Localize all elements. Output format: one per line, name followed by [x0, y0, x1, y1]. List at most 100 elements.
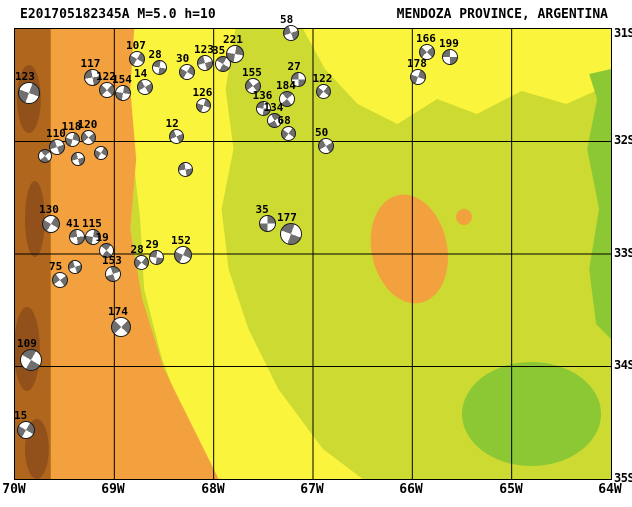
focal-mechanism-ball: 35 [256, 204, 276, 232]
focal-mechanism-ball: 123 [194, 44, 214, 71]
focal-mechanism-label: 136 [252, 88, 273, 102]
focal-mechanism-label: 122 [96, 70, 116, 83]
longitude-label: 64W [598, 482, 622, 497]
focal-mechanism-label: 177 [277, 211, 297, 224]
focal-mechanism-ball: 120 [78, 119, 97, 145]
focal-mechanism-ball: 155 [242, 67, 262, 94]
map-canvas: 123 117 122 154 14 107 28 110 118 120 30 123 35 221 15… [14, 14, 612, 480]
focal-mechanism-label: 130 [39, 203, 59, 216]
terrain-orange-spot [456, 209, 472, 225]
focal-mechanism-ball [177, 161, 193, 177]
focal-mechanism-label: 58 [280, 13, 294, 26]
terrain-green-east-band [587, 69, 611, 339]
focal-mechanism-ball: 130 [39, 204, 60, 233]
focal-mechanism-ball: 166 [416, 33, 436, 60]
focal-mechanism-ball [94, 146, 108, 160]
focal-mechanism-label: 166 [416, 32, 436, 45]
focal-mechanism-label: 19 [95, 230, 109, 244]
longitude-label: 66W [399, 482, 423, 497]
latitude-label: 33S [614, 246, 632, 260]
longitude-label: 65W [499, 482, 523, 497]
focal-mechanism-label: 199 [439, 37, 459, 50]
focal-mechanism-label: 107 [126, 39, 146, 52]
terrain-yellow-north [303, 29, 611, 124]
longitude-label: 69W [101, 482, 125, 497]
focal-mechanism-label: 14 [134, 67, 148, 80]
focal-mechanism-label: 27 [287, 59, 301, 73]
focal-mechanism-ball [68, 260, 82, 274]
focal-mechanism-ball: 122 [313, 73, 332, 99]
focal-mechanism-ball: 75 [49, 261, 68, 288]
focal-mechanism-ball: 35 [212, 45, 231, 72]
focal-mechanism-label: 123 [194, 43, 214, 56]
terrain-orange-blob [370, 194, 448, 304]
focal-mechanism-label: 123 [15, 70, 35, 83]
focal-mechanism-ball: 177 [277, 212, 302, 245]
grid-lines [15, 29, 611, 479]
focal-mechanism-ball: 184 [276, 80, 296, 107]
focal-mechanism-label: 174 [108, 305, 128, 318]
focal-mechanism-label: 153 [102, 254, 122, 267]
terrain-green-blob [462, 362, 602, 466]
focal-mechanism-ball: 28 [149, 49, 167, 75]
longitude-label: 70W [2, 482, 26, 497]
focal-mechanism-label: 50 [315, 126, 329, 139]
focal-mechanism-ball: 126 [193, 87, 212, 113]
focal-mechanism-label: 184 [276, 79, 296, 92]
focal-mechanism-ball: 15 [14, 410, 35, 439]
focal-mechanism-ball: 118 [62, 121, 81, 147]
focal-mechanism-label: 12 [165, 116, 179, 130]
focal-mechanism-label: 178 [407, 57, 427, 70]
focal-mechanism-label: 221 [223, 33, 243, 46]
focal-mechanism-ball: 199 [439, 38, 459, 65]
latitude-label: 34S [614, 358, 632, 372]
focal-mechanism-label: 29 [145, 237, 159, 251]
latitude-label: 35S [614, 471, 632, 485]
focal-mechanism-ball: 50 [315, 127, 334, 154]
event-title: E201705182345A M=5.0 h=10 [20, 6, 216, 22]
focal-mechanism-ball: 30 [176, 53, 195, 80]
focal-mechanism-label: 126 [192, 85, 213, 99]
focal-mechanism-label: 115 [82, 217, 102, 230]
focal-mechanism-ball: 109 [17, 338, 42, 371]
region-title: MENDOZA PROVINCE, ARGENTINA [396, 6, 608, 22]
focal-mechanism-ball: 28 [131, 244, 149, 270]
longitude-label: 68W [201, 482, 225, 497]
terrain-dark-patch [24, 181, 45, 257]
focal-mechanism-label: 134 [263, 100, 284, 114]
focal-mechanism-ball: 41 [66, 218, 85, 245]
latitude-label: 31S [614, 26, 632, 40]
focal-mechanism-ball: 14 [134, 68, 153, 95]
focal-mechanism-ball: 12 [166, 118, 184, 144]
focal-mechanism-ball: 19 [96, 232, 114, 258]
focal-mechanism-ball: 68 [278, 115, 296, 141]
focal-mechanism-ball: 178 [407, 58, 427, 85]
focal-mechanism-ball [38, 149, 52, 163]
focal-mechanism-label: 68 [277, 113, 291, 127]
focal-mechanism-label: 120 [77, 117, 98, 131]
focal-mechanism-label: 118 [61, 119, 82, 133]
focal-mechanism-ball: 154 [112, 74, 132, 101]
focal-mechanism-label: 35 [255, 202, 269, 216]
focal-mechanism-ball: 134 [264, 102, 283, 128]
focal-mechanism-label: 110 [46, 127, 66, 140]
focal-mechanism-ball [71, 152, 85, 166]
focal-mechanism-ball: 115 [82, 218, 102, 245]
focal-mechanism-label: 28 [148, 47, 162, 61]
focal-mechanism-ball: 29 [146, 239, 164, 265]
focal-mechanism-label: 28 [130, 242, 144, 256]
focal-mechanism-label: 155 [242, 66, 262, 79]
longitude-label: 67W [300, 482, 324, 497]
focal-mechanism-label: 15 [14, 409, 28, 422]
focal-mechanism-ball: 152 [171, 235, 192, 264]
focal-mechanisms-layer: 123 117 122 154 14 107 28 110 118 120 30 123 35 221 15… [14, 14, 611, 479]
focal-mechanism-ball: 58 [280, 14, 299, 41]
focal-mechanism-label: 75 [49, 260, 63, 273]
focal-mechanism-label: 122 [312, 71, 333, 85]
focal-mechanism-label: 117 [80, 56, 101, 70]
focal-mechanism-ball: 123 [15, 71, 40, 104]
focal-mechanism-ball: 136 [253, 90, 272, 116]
title-row: E201705182345A M=5.0 h=10 MENDOZA PROVIN… [14, 2, 610, 26]
focal-mechanism-ball: 122 [96, 71, 116, 98]
